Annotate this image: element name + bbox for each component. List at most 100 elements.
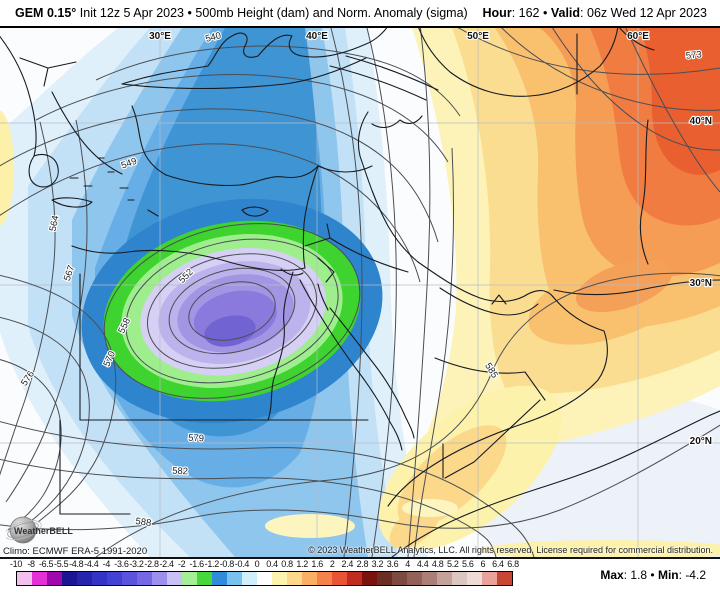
logo-text: WeatherBELL xyxy=(14,526,73,536)
colorbar-tick-label: -4.8 xyxy=(69,559,84,569)
colorbar-tick-label: 0.8 xyxy=(281,559,293,569)
title-bar: GEM 0.15° Init 12z 5 Apr 2023 • 500mb He… xyxy=(0,0,720,26)
colorbar-segment xyxy=(107,572,122,585)
contour-label: 588 xyxy=(135,516,152,529)
colorbar-segment xyxy=(317,572,332,585)
colorbar-segment xyxy=(347,572,362,585)
model-name: GEM 0.15° xyxy=(15,6,77,20)
colorbar-tick-label: -4.4 xyxy=(84,559,99,569)
hour-label: Hour xyxy=(482,6,512,20)
colorbar-segment xyxy=(422,572,437,585)
coastlines-borders xyxy=(0,28,720,557)
bullet-separator: • xyxy=(187,6,192,20)
colorbar-tick-label: 0.4 xyxy=(266,559,278,569)
weather-map: 30°E 40°E 50°E 60°E40°N30°N20°N540549564567… xyxy=(0,28,720,557)
colorbar-tick-label: -1.6 xyxy=(189,559,205,569)
colorbar-segment xyxy=(212,572,227,585)
bullet-separator: • xyxy=(542,6,548,20)
colorbar-tick-label: -3.6 xyxy=(114,559,129,569)
min-value: -4.2 xyxy=(685,568,706,582)
positive-anomaly-shading xyxy=(265,28,720,557)
colorbar-tick-label: 2 xyxy=(329,559,335,569)
colorbar-tick-label: -0.4 xyxy=(234,559,250,569)
colorbar-tick-label: 1.2 xyxy=(296,559,308,569)
colorbar-tick-label: -0.8 xyxy=(219,559,235,569)
colorbar-tick-label: -1.2 xyxy=(204,559,220,569)
negative-anomaly-shading xyxy=(0,28,428,557)
colorbar-tick-label: -2.4 xyxy=(159,559,174,569)
longitude-label: 50°E xyxy=(467,31,489,42)
colorbar-segment xyxy=(452,572,467,585)
colorbar-tick-label: -4 xyxy=(102,559,111,569)
colorbar-tick-label: 4.4 xyxy=(416,559,429,569)
colorbar-tick-label: 4.8 xyxy=(431,559,444,569)
colorbar-segment xyxy=(392,572,407,585)
colorbar-tick-label: 5.6 xyxy=(462,559,474,569)
colorbar-segment xyxy=(407,572,422,585)
colorbar-segment xyxy=(242,572,257,585)
contour-label: 540 xyxy=(204,30,222,45)
colorbar-tick-label: 4 xyxy=(405,559,410,569)
map-area: 30°E 40°E 50°E 60°E 40°N 30°N 20°N 540 549 564 567… xyxy=(0,26,720,559)
colorbar-tick-label: 6 xyxy=(480,559,486,569)
colorbar-tick-label: -8 xyxy=(27,559,35,569)
colorbar-tick-label: -5.5 xyxy=(54,559,69,569)
colorbar-segment xyxy=(17,572,32,585)
height-contours xyxy=(0,28,720,557)
colorbar-tick-label: 1.6 xyxy=(311,559,324,569)
colorbar-tick-label: -6.5 xyxy=(38,559,54,569)
map-labels: 30°E 40°E 50°E 60°E40°N30°N20°N540549564567… xyxy=(18,29,713,530)
climatology-note: Climo: ECMWF ERA-5 1991-2020 xyxy=(3,546,148,557)
colorbar-segment xyxy=(227,572,242,585)
colorbar-tick-label: 3.6 xyxy=(386,559,399,569)
longitude-label: 60°E xyxy=(627,31,649,42)
colorbar-tick-label: 3.2 xyxy=(371,559,384,569)
min-label: Min xyxy=(657,568,679,582)
colorbar xyxy=(16,571,513,586)
colorbar-segment xyxy=(302,572,317,585)
valid-label: Valid xyxy=(550,6,581,20)
bullet-separator: • xyxy=(650,568,655,582)
max-label: Max xyxy=(600,568,624,582)
chart-title: GEM 0.15° Init 12z 5 Apr 2023 • 500mb He… xyxy=(15,6,468,20)
colorbar-tick-label: 2.4 xyxy=(341,559,354,569)
colorbar-segment xyxy=(497,572,512,585)
colorbar-segment xyxy=(467,572,482,585)
colorbar-segment xyxy=(182,572,197,585)
hour-value: 162 xyxy=(518,6,540,20)
colorbar-segment xyxy=(437,572,452,585)
weatherbell-logo: WeatherBELL xyxy=(6,516,73,544)
latitude-label: 40°N xyxy=(690,116,712,127)
colorbar-segment xyxy=(167,572,182,585)
product-name: 500mb Height (dam) and Norm. Anomaly (si… xyxy=(195,6,468,20)
colorbar-segment xyxy=(122,572,137,585)
colorbar-segment xyxy=(362,572,377,585)
extremes-readout: Max: 1.8 • Min: -4.2 xyxy=(600,568,706,582)
colorbar-segment xyxy=(257,572,272,585)
colorbar-footer: -10 -8 -6.5 -5.5 -4.8 -4.4 -4 -3.6 -3.2 -2.8 -2.4-… xyxy=(0,559,720,593)
colorbar-segment xyxy=(92,572,107,585)
colorbar-segment xyxy=(272,572,287,585)
colorbar-segment xyxy=(197,572,212,585)
colorbar-segment xyxy=(287,572,302,585)
colorbar-tick-label: 6.4 xyxy=(492,559,504,569)
valid-value: 06z Wed 12 Apr 2023 xyxy=(587,6,707,20)
colorbar-segment xyxy=(332,572,347,585)
colorbar-tick-label: -10 xyxy=(9,559,23,569)
contour-label: 582 xyxy=(172,466,188,478)
contour-label: 579 xyxy=(188,433,204,445)
longitude-label: 30°E xyxy=(149,31,171,42)
init-time: Init 12z 5 Apr 2023 xyxy=(79,6,185,20)
longitude-label: 40°E xyxy=(306,31,328,42)
colorbar-segment xyxy=(152,572,167,585)
max-value: 1.8 xyxy=(630,568,648,582)
colorbar-segment xyxy=(137,572,152,585)
copyright-note: © 2023 WeatherBELL Analytics, LLC. All r… xyxy=(308,545,713,555)
colorbar-tick-label: -3.2 xyxy=(129,559,144,569)
contour-label: 564 xyxy=(48,215,62,233)
colorbar-tick-label: -2 xyxy=(177,559,186,569)
valid-time-block: Hour: 162 • Valid: 06z Wed 12 Apr 2023 xyxy=(482,6,707,20)
colorbar-tick-label: 5.2 xyxy=(446,559,459,569)
colorbar-segment xyxy=(47,572,62,585)
